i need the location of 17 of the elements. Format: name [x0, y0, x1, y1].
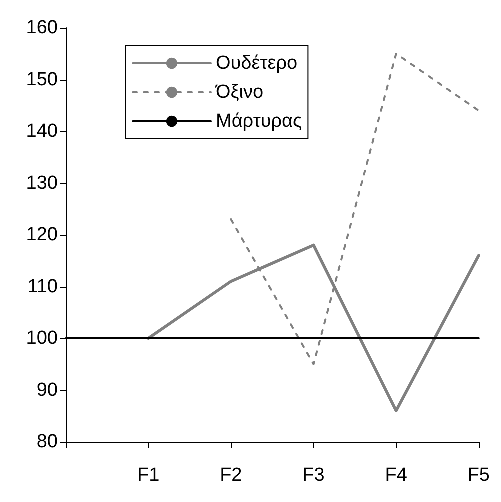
y-tick-label: 160	[26, 18, 58, 38]
y-tick-label: 120	[26, 224, 58, 246]
legend-label: Ουδέτερο	[216, 53, 298, 74]
y-tick-label: 150	[26, 69, 58, 90]
y-tick-label: 90	[36, 380, 58, 401]
legend-label: Μάρτυρας	[216, 111, 302, 132]
y-tick-label: 100	[26, 328, 58, 349]
legend-label: Όξινο	[215, 82, 264, 103]
x-tick-label: F3	[302, 465, 325, 486]
x-tick-label: F1	[137, 465, 160, 486]
y-tick-label: 140	[26, 121, 58, 142]
y-tick-label: 110	[28, 276, 58, 298]
y-tick-label: 80	[36, 432, 58, 452]
x-tick-label: F2	[220, 465, 242, 486]
x-tick-label: F5	[468, 465, 490, 486]
x-tick-label: F4	[385, 465, 408, 486]
y-tick-label: 130	[26, 172, 58, 194]
